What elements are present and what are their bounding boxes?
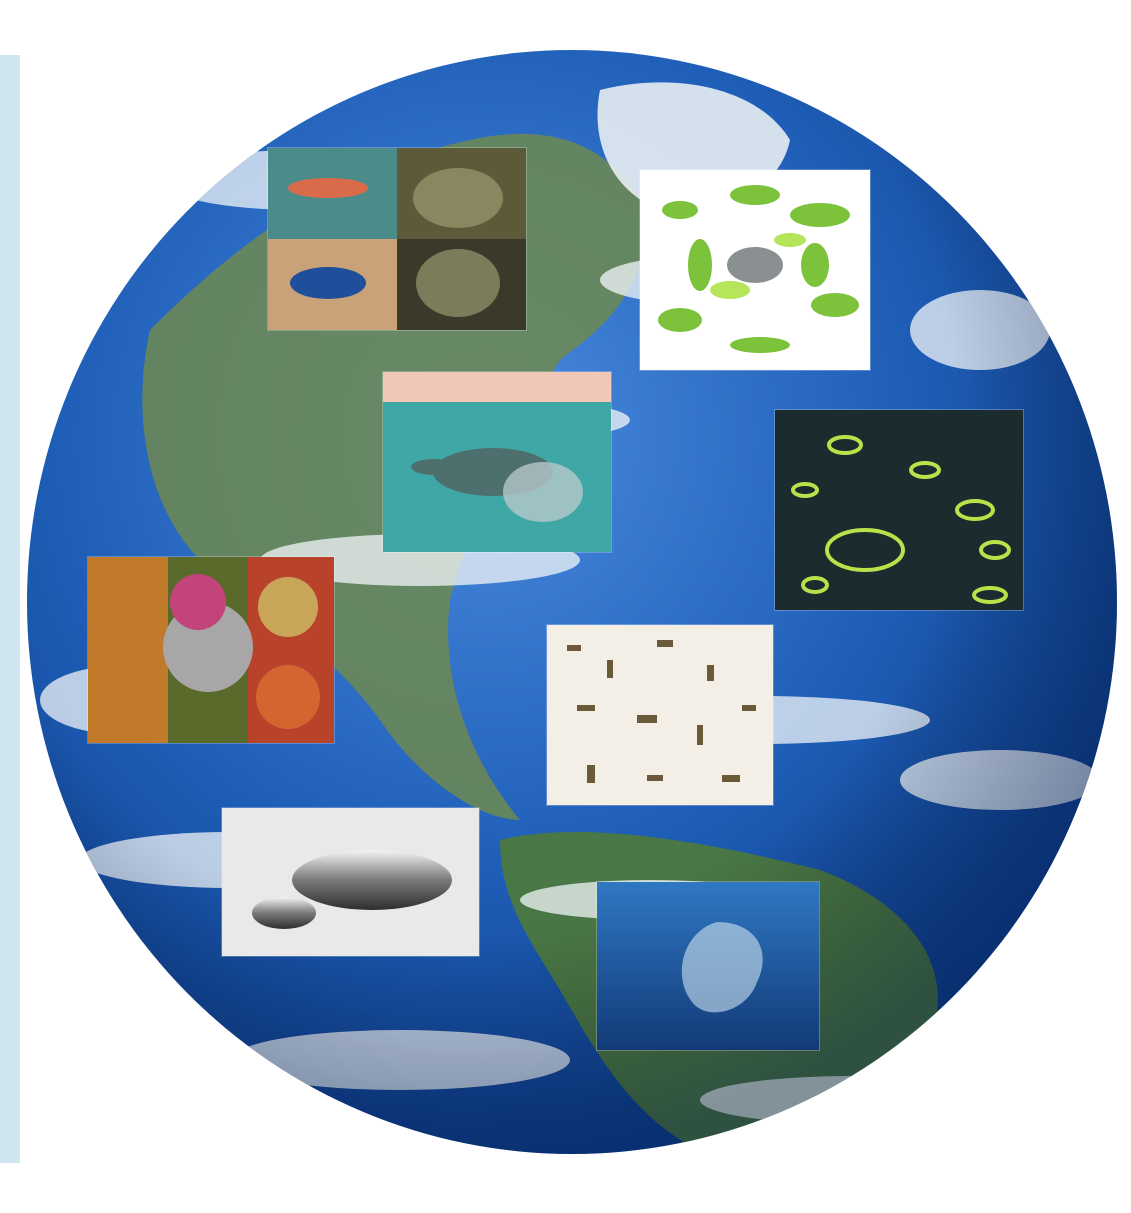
- mercury-droplets: [222, 808, 479, 956]
- bacteria-icon: [775, 410, 1023, 610]
- plastic-bag-icon: [597, 882, 819, 1050]
- microplastic-fragments: [547, 625, 773, 805]
- microbe-colony-micrograph: [88, 557, 334, 743]
- sea-turtle-photo: [383, 372, 611, 552]
- bacteria-micrograph: [775, 410, 1023, 610]
- aquatic-life-collage: [268, 148, 526, 330]
- fish-collage-icon: [268, 148, 526, 330]
- microplastic-icon: [547, 625, 773, 805]
- plastic-bag-underwater: [597, 882, 819, 1050]
- fish-illustration: [640, 170, 870, 370]
- fish-illustration-icon: [640, 170, 870, 370]
- left-edge-strip: [0, 55, 20, 1163]
- sea-turtle-icon: [383, 372, 611, 552]
- microbe-icon: [88, 557, 334, 743]
- mercury-droplet-icon: [222, 808, 479, 956]
